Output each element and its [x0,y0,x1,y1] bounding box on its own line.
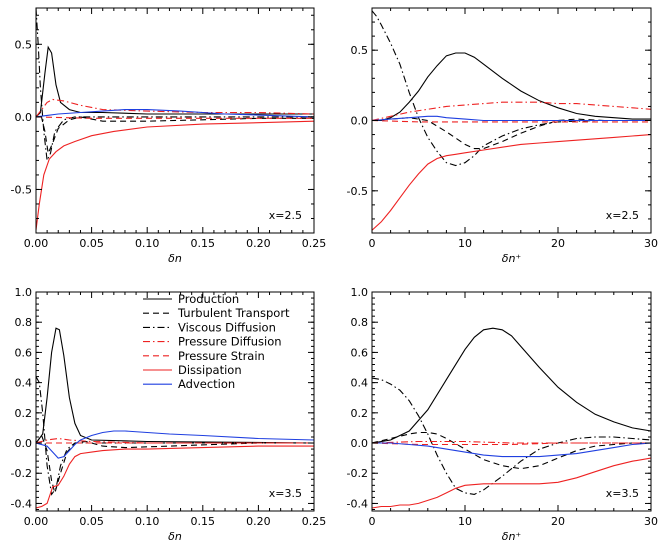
panel-bottom-left: 0.00 0.05 0.10 0.15 0.20 0.25 -0.4 -0.2 0.0 0.2 0.… [11,286,327,543]
y-tick-label: -0.5 [11,183,32,196]
panel-annotation: x=2.5 [269,209,302,222]
x-tick-label: 10 [458,515,472,528]
panel-bottom-right: 0 10 20 30 -0.4 -0.2 0.0 0.2 0.4 0.6 0.8 1.0 δn⁺ x=3.… [347,286,658,543]
series-line-production [36,327,314,444]
series-line-pressure-diffusion [36,98,314,118]
x-tick-label: 0.05 [79,515,104,528]
series-line-production [36,45,314,118]
x-tick-label: 0 [369,515,376,528]
y-tick-label: 0.0 [15,437,33,450]
y-tick-label: 0.0 [15,111,33,124]
y-tick-label: -0.2 [11,467,32,480]
y-tick-label: 0.6 [15,346,33,359]
series-line-viscous-diffusion [36,8,314,163]
x-tick-label: 0.00 [24,515,49,528]
plot-frame [35,291,315,512]
x-tick-label: 0.00 [24,237,49,250]
x-tick-label: 10 [458,237,472,250]
y-tick-label: 0.8 [15,316,33,329]
series-line-advection [36,430,314,459]
series-line-pressure-strain [372,119,651,123]
series-line-dissipation [372,457,651,509]
panel-top-left: 0.00 0.05 0.10 0.15 0.20 0.25 -0.5 0.0 0.5 δn x=2.… [11,7,327,265]
y-tick-label: -0.4 [347,497,368,510]
x-tick-label: 20 [551,515,565,528]
series-line-production [372,327,651,444]
legend-label-advection: Advection [178,377,235,391]
x-axis-title: δn⁺ [502,252,522,265]
x-tick-label: 0.15 [191,515,216,528]
panel-top-right: 0 10 20 30 -0.5 0.0 0.5 δn⁺ x=2.5 [347,7,658,265]
y-tick-label: 1.0 [351,286,369,299]
x-tick-label: 0.25 [302,237,327,250]
series-line-pressure-diffusion [372,440,651,444]
x-axis-title: δn [168,530,182,543]
x-tick-label: 0 [369,237,376,250]
y-tick-label: 0.5 [15,38,33,51]
series-line-dissipation [36,120,314,231]
legend-label-turbulent-transport: Turbulent Transport [177,306,290,320]
y-tick-label: 0.0 [351,437,369,450]
series-line-dissipation [36,445,314,509]
x-tick-label: 0.10 [135,237,160,250]
series-line-dissipation [372,134,651,231]
y-tick-label: 1.0 [15,286,33,299]
series-line-viscous-diffusion [372,10,651,167]
y-tick-label: 0.8 [351,316,369,329]
x-tick-label: 0.25 [302,515,327,528]
y-tick-label: 0.4 [15,377,33,390]
legend-label-production: Production [178,292,239,306]
x-axis-title: δn [168,252,182,265]
plot-frame [35,7,315,234]
plot-frame [371,291,652,512]
y-tick-label: -0.4 [11,497,32,510]
y-tick-label: 0.0 [351,115,369,128]
x-tick-label: 20 [551,237,565,250]
series-line-pressure-strain [372,442,651,446]
y-tick-label: 0.2 [15,407,33,420]
legend-label-pressure-diffusion: Pressure Diffusion [178,335,282,349]
series-line-turbulent-transport [36,111,314,156]
x-axis-title: δn⁺ [502,530,522,543]
panel-annotation: x=2.5 [606,209,639,222]
x-tick-label: 0.05 [79,237,104,250]
panel-annotation: x=3.5 [606,487,639,500]
x-tick-label: 0.10 [135,515,160,528]
series-line-viscous-diffusion [36,376,314,496]
series-line-turbulent-transport [36,434,314,495]
legend-label-viscous-diffusion: Viscous Diffusion [178,320,276,334]
x-tick-label: 0.15 [191,237,216,250]
y-tick-label: -0.2 [347,467,368,480]
series-line-pressure-strain [36,116,314,119]
y-tick-label: 0.6 [351,346,369,359]
y-tick-label: -0.5 [347,185,368,198]
x-tick-label: 0.20 [246,515,271,528]
x-tick-label: 0.20 [246,237,271,250]
x-tick-label: 30 [644,237,658,250]
series-line-production [372,52,651,122]
y-tick-label: 0.4 [351,377,369,390]
series-line-advection [372,442,651,458]
series-line-pressure-diffusion [372,101,651,122]
legend-label-pressure-strain: Pressure Strain [178,349,265,363]
y-tick-label: 0.5 [351,44,369,57]
legend-label-dissipation: Dissipation [178,363,242,377]
panel-annotation: x=3.5 [269,487,302,500]
x-tick-label: 30 [644,515,658,528]
series-line-viscous-diffusion [372,377,651,495]
series-line-turbulent-transport [372,117,651,150]
y-tick-label: 0.2 [351,407,369,420]
series-line-advection [372,115,651,122]
series-line-turbulent-transport [372,431,651,470]
series-line-advection [36,109,314,118]
